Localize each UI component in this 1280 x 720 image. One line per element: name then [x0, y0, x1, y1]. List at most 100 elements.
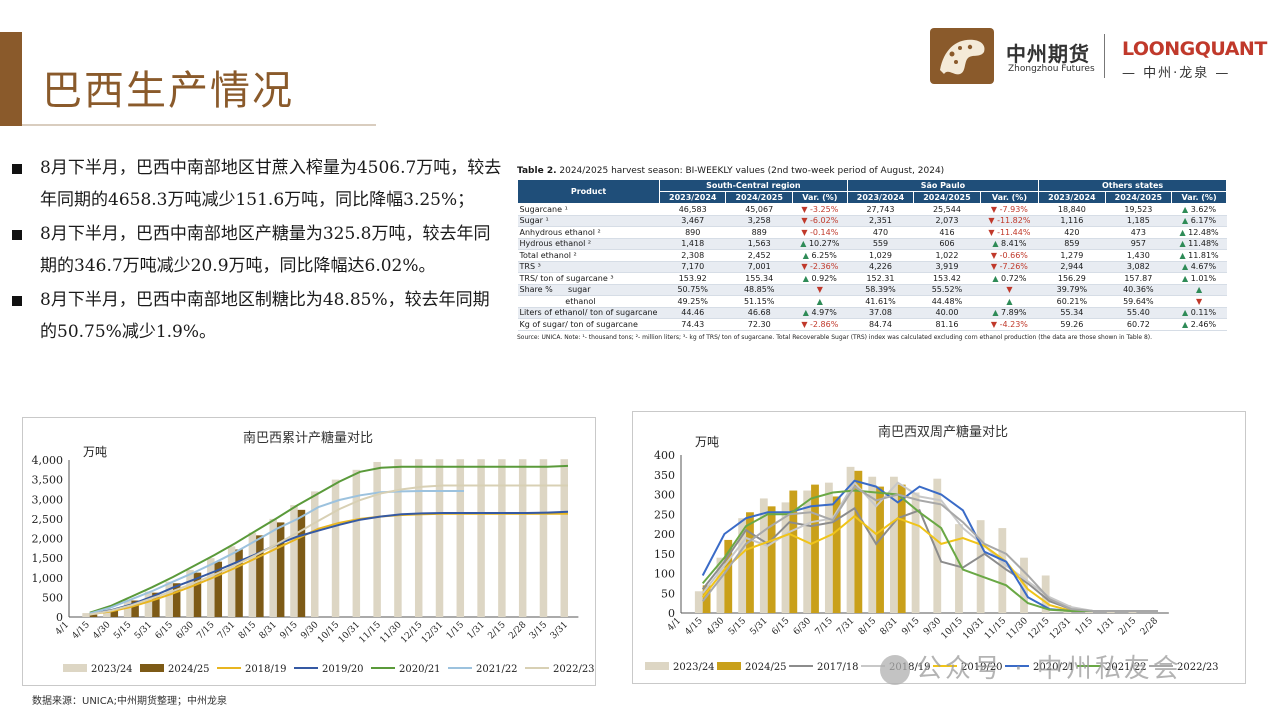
arrow-up-icon: ▲ [992, 273, 1002, 283]
x-tick-label: 7/15 [195, 620, 217, 642]
bar [890, 476, 898, 613]
var-value: -11.82% [997, 216, 1031, 226]
table-cell: 3,919 [913, 261, 981, 273]
var-value: -3.25% [810, 204, 839, 214]
bar [759, 498, 768, 613]
var-value: -6.02% [810, 216, 839, 226]
table-row: ethanol 49.25% 51.15% ▲ 41.61% 44.48% ▲ 60.21… [517, 295, 1227, 308]
bar [456, 459, 465, 617]
table-cell: 19,523 [1105, 203, 1172, 216]
bar [955, 524, 963, 613]
y-tick-label: 0 [668, 607, 675, 620]
var-cell: ▼ -3.25% [792, 203, 848, 216]
arrow-up-icon: ▲ [1179, 239, 1189, 249]
bar [269, 518, 277, 617]
table-cell: 416 [913, 226, 981, 239]
table-cell: 157.87 [1105, 272, 1172, 285]
table-cell: 2,073 [913, 215, 981, 227]
legend-label: 2023/24 [91, 664, 133, 675]
arrow-up-icon: ▲ [1181, 273, 1191, 283]
x-tick-label: 5/31 [133, 620, 154, 641]
col-header-product: Product [517, 179, 660, 204]
table-cell: 153.42 [913, 272, 981, 285]
bar [331, 479, 340, 617]
table-cell: 606 [913, 238, 981, 250]
bar [110, 609, 119, 617]
bar [89, 614, 98, 617]
x-tick-label: 8/31 [879, 616, 900, 637]
bar [165, 581, 173, 617]
var-value: -2.36% [810, 262, 839, 272]
var-cell: ▲ [792, 295, 848, 308]
bar [539, 459, 548, 617]
x-tick-label: 11/30 [1005, 616, 1031, 642]
x-tick-label: 4/30 [705, 616, 727, 638]
legend-label: 2021/22 [1105, 662, 1147, 673]
bar [297, 509, 306, 617]
legend-label: 2017/18 [817, 662, 859, 673]
series-line [89, 490, 464, 615]
var-cell: ▲ 0.72% [980, 272, 1039, 285]
bar [193, 572, 202, 617]
y-tick-label: 1,500 [32, 552, 64, 565]
var-value: 3.62% [1190, 204, 1217, 214]
bar [518, 459, 527, 617]
arrow-up-icon: ▲ [802, 250, 812, 260]
var-value: -0.66% [999, 250, 1028, 260]
title-accent-bar [0, 32, 22, 126]
col-subheader: Var. (%) [1171, 191, 1227, 204]
x-tick-label: 4/30 [91, 620, 113, 642]
table-cell: 1,022 [913, 249, 981, 262]
table-cell: 37.08 [847, 307, 914, 319]
arrow-up-icon: ▲ [1181, 262, 1191, 272]
col-header-region: São Paulo [846, 179, 1040, 192]
var-value: 6.25% [811, 250, 837, 260]
zhongzhou-logo-icon [930, 28, 994, 84]
bar [854, 470, 863, 613]
col-subheader: Var. (%) [979, 191, 1040, 204]
var-cell: ▼ [1171, 295, 1227, 308]
table-cell: 3,258 [725, 215, 793, 227]
table-cell: 46,583 [659, 203, 726, 216]
x-tick-label: 11/15 [358, 620, 384, 646]
table-row: TRS/ ton of sugarcane ³ 153.92 155.34 ▲ 0.9… [517, 272, 1227, 285]
x-tick-label: 12/31 [1048, 616, 1073, 641]
legend-swatch [63, 664, 87, 672]
arrow-down-icon: ▼ [988, 227, 998, 237]
series-line [701, 485, 1158, 612]
x-tick-label: 2/15 [486, 620, 508, 642]
bar [1128, 611, 1137, 613]
biweekly-sugar-chart: 南巴西双周产糖量对比 万吨 0 50 100 150 200 250 300 350 400 4/1 4… [632, 411, 1246, 684]
arrow-up-icon: ▲ [802, 308, 812, 318]
table-cell: 81.16 [913, 318, 981, 331]
arrow-up-icon: ▲ [1181, 204, 1191, 214]
watermark: 公众号 · 中州私友会 [880, 648, 1182, 685]
y-axis-unit: 万吨 [83, 445, 107, 459]
var-value: -7.93% [999, 204, 1028, 214]
y-tick-label: 350 [654, 469, 675, 482]
table-row: Kg of sugar/ ton of sugarcane 74.43 72.30 ▼… [517, 318, 1227, 331]
x-tick-label: 7/31 [216, 620, 237, 641]
row-label: Total ethanol ² [517, 249, 660, 262]
x-tick-label: 1/31 [466, 620, 487, 641]
series-line [89, 512, 568, 616]
bar [789, 490, 798, 613]
table-cell: 1,185 [1105, 215, 1172, 227]
y-tick-label: 4,000 [32, 454, 64, 467]
row-label: Kg of sugar/ ton of sugarcane [517, 318, 660, 331]
bar [276, 522, 285, 617]
x-tick-label: 5/31 [748, 616, 769, 637]
legend-label: 2022/23 [1177, 662, 1219, 673]
table-cell: 25,544 [913, 203, 981, 216]
table-note: Source: UNICA. Note: ¹- thousand tons; ²… [517, 333, 1153, 341]
x-tick-label: 3/31 [549, 620, 570, 641]
row-label: TRS ³ [517, 261, 660, 273]
bar [394, 459, 402, 617]
table-cell: 40.36% [1105, 284, 1172, 296]
table-cell: 55.52% [913, 284, 981, 296]
arrow-up-icon: ▲ [1006, 296, 1013, 306]
var-value: -2.86% [810, 319, 839, 329]
table-cell: 473 [1105, 226, 1172, 239]
table-cell: 44.46 [659, 307, 726, 319]
